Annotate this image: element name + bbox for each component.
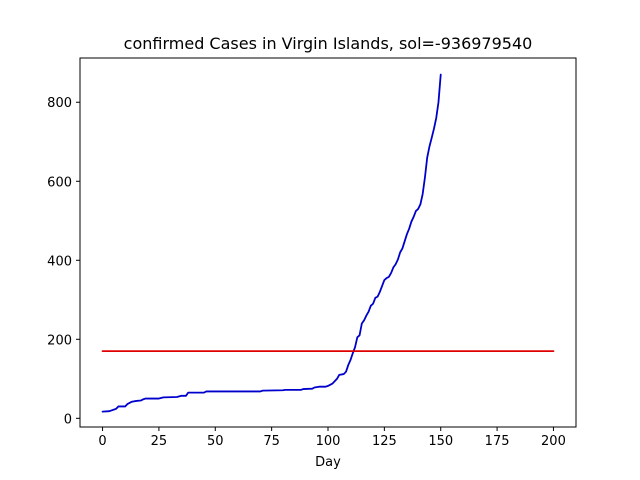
x-tick-label: 25 — [151, 434, 168, 449]
y-tick-label: 400 — [47, 254, 72, 269]
x-tick-label: 175 — [485, 434, 510, 449]
plot-frame — [79, 57, 577, 428]
chart-title: confirmed Cases in Virgin Islands, sol=-… — [124, 34, 533, 53]
y-tick-label: 0 — [64, 412, 72, 427]
x-tick-label: 100 — [316, 434, 341, 449]
y-tick-label: 800 — [47, 96, 72, 111]
y-axis: 0 200 400 600 800 — [47, 96, 80, 427]
x-tick-label: 125 — [372, 434, 397, 449]
x-tick-label: 200 — [541, 434, 566, 449]
x-axis: 0 25 50 75 100 125 150 175 200 — [98, 427, 566, 449]
x-tick-label: 75 — [263, 434, 280, 449]
series-layer — [101, 73, 555, 413]
y-tick-label: 600 — [47, 175, 72, 190]
x-tick-label: 150 — [428, 434, 453, 449]
series-line-1 — [101, 73, 442, 413]
x-tick-label: 50 — [207, 434, 224, 449]
x-axis-label: Day — [315, 455, 341, 470]
y-tick-label: 200 — [47, 333, 72, 348]
x-tick-label: 0 — [98, 434, 106, 449]
